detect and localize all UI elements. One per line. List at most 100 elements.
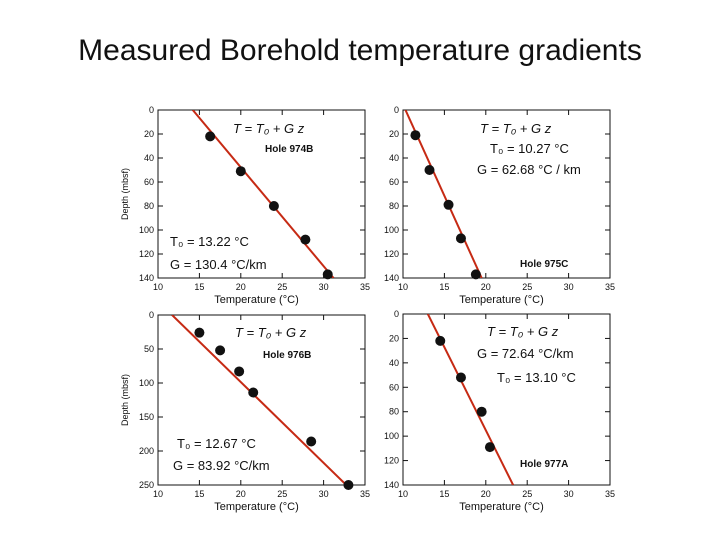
- panel-4: 10 15 20 25 30 35 0 20 40 60 80 100 120 140 Temperatur…: [384, 309, 615, 513]
- y-tick-label: 0: [394, 309, 399, 319]
- y-tick-label: 140: [139, 273, 154, 283]
- fit-line: [192, 110, 335, 278]
- data-point: [410, 130, 421, 141]
- y-tick-label: 80: [389, 201, 399, 211]
- x-tick-label: 20: [481, 489, 491, 499]
- equation-label: T = T₀ + G z: [480, 121, 552, 136]
- x-tick-label: 20: [236, 489, 246, 499]
- y-axis-label: Depth (mbsf): [120, 168, 130, 220]
- data-point: [470, 269, 481, 280]
- x-tick-label: 30: [319, 489, 329, 499]
- data-point: [234, 366, 245, 377]
- data-point: [455, 372, 466, 383]
- data-point: [435, 335, 446, 346]
- x-tick-label: 15: [194, 282, 204, 292]
- x-tick-label: 30: [319, 282, 329, 292]
- panel-2: 10 15 20 25 30 35 0 20 40 60 80 100 120 140 Temperatur…: [384, 105, 615, 306]
- x-tick-label: 25: [522, 282, 532, 292]
- y-tick-label: 20: [389, 333, 399, 343]
- data-point: [235, 166, 246, 177]
- parameter-label: T₀ = 13.10 °C: [497, 370, 576, 385]
- hole-label: Hole 974B: [265, 144, 313, 155]
- y-tick-label: 120: [139, 249, 154, 259]
- x-tick-label: 10: [153, 489, 163, 499]
- data-point: [268, 201, 279, 211]
- equation-label: T = T₀ + G z: [235, 325, 307, 340]
- data-point: [455, 233, 466, 244]
- x-tick-label: 35: [360, 282, 370, 292]
- data-point: [194, 327, 205, 338]
- x-tick-label: 30: [564, 282, 574, 292]
- y-tick-label: 20: [144, 129, 154, 139]
- y-tick-label: 140: [384, 480, 399, 490]
- x-tick-label: 10: [398, 282, 408, 292]
- data-point: [306, 436, 317, 447]
- hole-label: Hole 977A: [520, 459, 568, 470]
- y-tick-label: 40: [389, 153, 399, 163]
- x-tick-label: 20: [481, 282, 491, 292]
- x-axis-label: Temperature (°C): [459, 294, 543, 306]
- y-tick-label: 0: [149, 310, 154, 320]
- y-tick-label: 60: [144, 177, 154, 187]
- y-axis-label: Depth (mbsf): [120, 374, 130, 426]
- x-tick-label: 25: [522, 489, 532, 499]
- y-tick-label: 20: [389, 129, 399, 139]
- data-point: [300, 234, 311, 245]
- parameter-label: T₀ = 10.27 °C: [490, 141, 569, 156]
- data-point: [248, 387, 259, 398]
- y-tick-label: 150: [139, 412, 154, 422]
- parameter-label: G = 83.92 °C/km: [173, 458, 270, 473]
- x-tick-label: 30: [564, 489, 574, 499]
- data-point: [322, 269, 333, 280]
- y-tick-label: 0: [394, 105, 399, 115]
- x-tick-label: 25: [277, 489, 287, 499]
- parameter-label: T₀ = 13.22 °C: [170, 234, 249, 249]
- slide-title: Measured Borehold temperature gradients: [78, 34, 642, 67]
- plot-frame: [157, 109, 366, 279]
- y-tick-label: 100: [139, 378, 154, 388]
- x-tick-label: 35: [605, 489, 615, 499]
- x-tick-label: 15: [194, 489, 204, 499]
- y-tick-label: 60: [389, 177, 399, 187]
- y-tick-label: 80: [144, 201, 154, 211]
- x-axis-label: Temperature (°C): [459, 501, 543, 513]
- y-tick-label: 100: [384, 225, 399, 235]
- x-tick-label: 20: [236, 282, 246, 292]
- data-point: [476, 406, 487, 417]
- panel-3: 10 15 20 25 30 35 0 50 100 150 200 250 Temperature (…: [120, 310, 370, 513]
- data-point: [484, 442, 495, 453]
- y-tick-label: 60: [389, 382, 399, 392]
- y-tick-label: 120: [384, 456, 399, 466]
- data-point: [343, 480, 354, 490]
- hole-label: Hole 975C: [520, 259, 568, 270]
- plot-frame: [157, 314, 366, 486]
- y-tick-label: 40: [144, 153, 154, 163]
- plot-frame: [402, 313, 611, 486]
- y-tick-label: 50: [144, 344, 154, 354]
- x-tick-label: 10: [153, 282, 163, 292]
- data-point: [205, 131, 216, 142]
- y-tick-label: 250: [139, 480, 154, 490]
- data-point: [215, 345, 226, 356]
- equation-label: T = T₀ + G z: [233, 121, 305, 136]
- y-tick-label: 80: [389, 407, 399, 417]
- x-tick-label: 35: [360, 489, 370, 499]
- plot-frame: [402, 109, 611, 279]
- y-tick-label: 0: [149, 105, 154, 115]
- x-axis-label: Temperature (°C): [214, 294, 298, 306]
- data-point: [424, 165, 435, 175]
- parameter-label: G = 130.4 °C/km: [170, 257, 267, 272]
- x-axis-label: Temperature (°C): [214, 501, 298, 513]
- y-tick-label: 200: [139, 446, 154, 456]
- y-tick-label: 40: [389, 358, 399, 368]
- hole-label: Hole 976B: [263, 350, 311, 361]
- equation-label: T = T₀ + G z: [487, 324, 559, 339]
- data-point: [443, 199, 454, 210]
- parameter-label: T₀ = 12.67 °C: [177, 436, 256, 451]
- parameter-label: G = 62.68 °C / km: [477, 162, 581, 177]
- x-tick-label: 15: [439, 489, 449, 499]
- x-tick-label: 35: [605, 282, 615, 292]
- panel-1: 10 15 20 25 30 35 0 20 40 60 80 100 120 140 Temperatur…: [120, 105, 370, 306]
- parameter-label: G = 72.64 °C/km: [477, 346, 574, 361]
- fit-line: [171, 315, 348, 485]
